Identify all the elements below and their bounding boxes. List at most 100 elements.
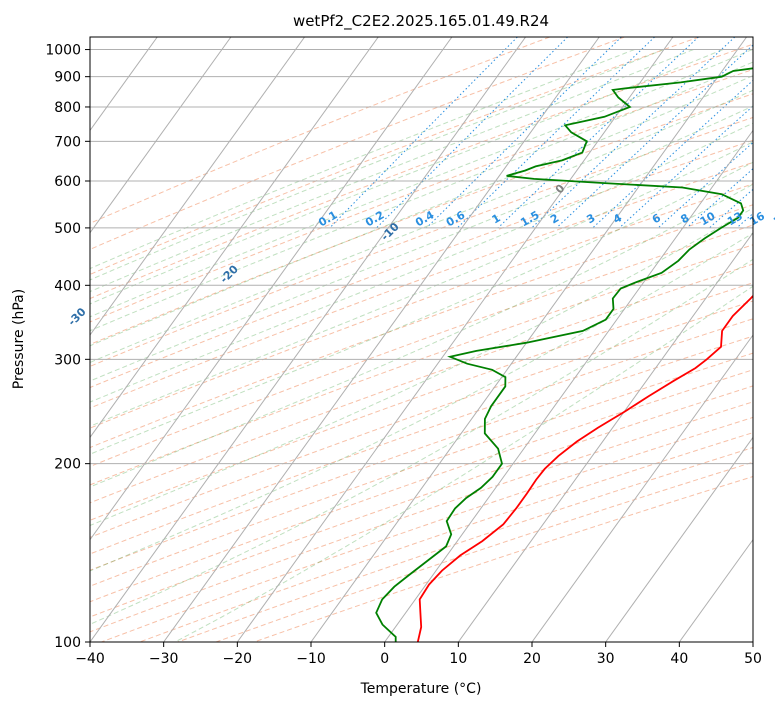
y-axis-label: Pressure (hPa) xyxy=(11,289,27,389)
mixing-ratio-line xyxy=(426,37,622,229)
moist-adiabat xyxy=(90,49,723,305)
x-tick-label: 20 xyxy=(523,651,541,667)
dry-adiabat xyxy=(90,37,625,250)
mixing-ratio-label: 20 xyxy=(771,209,775,228)
dewpoint-profile-line xyxy=(375,67,753,642)
mixing-ratio-line xyxy=(556,44,753,229)
x-tick-label: 40 xyxy=(670,651,688,667)
mixing-ratio-label: 6 xyxy=(650,211,663,226)
x-tick-label: −40 xyxy=(75,651,105,667)
dry-adiabat xyxy=(90,68,753,323)
chart-title: wetPf2_C2E2.2025.165.01.49.R24 xyxy=(293,12,549,31)
x-tick-label: −30 xyxy=(149,651,179,667)
y-tick-label: 300 xyxy=(54,352,81,368)
x-tick-label: 0 xyxy=(380,651,389,667)
x-tick-label: 10 xyxy=(449,651,467,667)
dry-adiabat xyxy=(90,224,753,468)
y-tick-label: 600 xyxy=(54,174,81,190)
dry-adiabat xyxy=(90,139,753,389)
dry-adiabat xyxy=(139,432,753,642)
isotherm-gridline xyxy=(531,334,753,642)
dry-adiabat xyxy=(101,416,753,642)
y-tick-label: 400 xyxy=(54,278,81,294)
dry-adiabat xyxy=(90,300,753,538)
isotherm-gridline xyxy=(752,641,753,642)
isotherm-gridline xyxy=(384,129,753,642)
background-lines xyxy=(90,37,753,642)
dry-adiabat xyxy=(90,263,753,504)
isotherm-gridline xyxy=(90,37,527,642)
plot-frame xyxy=(89,36,754,643)
mixing-ratio-line xyxy=(329,37,518,229)
dry-adiabat-label: -10 xyxy=(378,220,401,243)
mixing-ratio-label: 0.1 xyxy=(316,208,339,229)
moist-adiabat xyxy=(90,89,753,364)
isotherm-gridline xyxy=(90,37,453,541)
dry-adiabat xyxy=(90,244,753,486)
grid-lines xyxy=(0,37,753,642)
moist-adiabat xyxy=(90,232,753,572)
dry-adiabat-label: 0 xyxy=(553,182,568,197)
y-tick-label: 700 xyxy=(54,134,81,150)
x-axis-label: Temperature (°C) xyxy=(360,681,482,697)
moist-adiabat xyxy=(90,258,753,625)
mixing-ratio-line xyxy=(592,79,753,229)
dry-adiabat xyxy=(90,318,753,555)
dry-adiabat xyxy=(254,476,753,642)
y-tick-label: 900 xyxy=(54,70,81,86)
series-layer xyxy=(375,67,753,642)
y-tick-label: 200 xyxy=(54,457,81,473)
mixing-ratio-label: 0.2 xyxy=(363,208,386,229)
moist-adiabat xyxy=(90,49,694,293)
isotherm-gridline xyxy=(605,436,753,642)
mixing-ratio-label: 4 xyxy=(611,211,624,226)
mixing-ratio-line xyxy=(657,141,753,229)
moist-adiabat xyxy=(90,49,635,270)
moist-adiabat xyxy=(174,285,753,642)
y-tick-label: 1000 xyxy=(45,43,81,59)
mixing-ratio-label: 3 xyxy=(584,211,597,226)
mixing-ratio-label: 2 xyxy=(548,211,561,226)
y-tick-label: 500 xyxy=(54,221,81,237)
dry-adiabat xyxy=(90,204,753,449)
isotherm-gridline xyxy=(90,37,232,234)
mixing-ratio-line xyxy=(736,212,753,229)
y-axis: 100 200 300 400 500 600 700 800 900 1000 xyxy=(45,43,90,651)
x-tick-label: −10 xyxy=(296,651,326,667)
isotherm-gridline xyxy=(90,37,379,439)
moist-adiabat xyxy=(90,75,753,347)
x-axis: −40 −30 −20 −10 0 10 20 30 40 50 xyxy=(75,642,762,667)
dry-adiabat xyxy=(90,352,753,587)
moist-adiabat xyxy=(90,49,665,281)
isotherm-gridline xyxy=(678,538,753,642)
dry-adiabat xyxy=(90,282,753,521)
isotherm-gridline xyxy=(236,37,674,642)
dry-adiabat-label: -30 xyxy=(65,305,88,328)
dry-adiabat xyxy=(90,93,753,346)
dry-adiabat xyxy=(90,335,753,571)
dry-adiabat-label: -20 xyxy=(218,262,241,285)
x-tick-label: 50 xyxy=(744,651,762,667)
moist-adiabat xyxy=(90,161,753,455)
isotherm-gridline xyxy=(90,37,306,336)
temperature-profile-line xyxy=(416,294,753,642)
dry-adiabat xyxy=(90,385,753,618)
moist-adiabat xyxy=(90,122,753,403)
moist-adiabat xyxy=(90,183,753,488)
dry-adiabat xyxy=(90,183,753,429)
isotherm-gridline xyxy=(310,37,748,642)
mixing-ratio-line xyxy=(497,37,699,229)
dry-adiabat xyxy=(90,43,753,300)
mixing-ratio-label: 1 xyxy=(490,211,503,226)
isotherm-gridline xyxy=(0,37,10,642)
dry-adiabat xyxy=(90,161,753,409)
x-tick-label: 30 xyxy=(597,651,615,667)
dry-adiabat xyxy=(90,401,753,633)
moist-adiabat xyxy=(90,105,753,382)
y-tick-label: 100 xyxy=(54,635,81,651)
isotherm-gridline xyxy=(163,37,600,642)
y-tick-label: 800 xyxy=(54,100,81,116)
isotherm-gridline xyxy=(457,231,753,642)
dry-adiabat xyxy=(90,369,753,603)
